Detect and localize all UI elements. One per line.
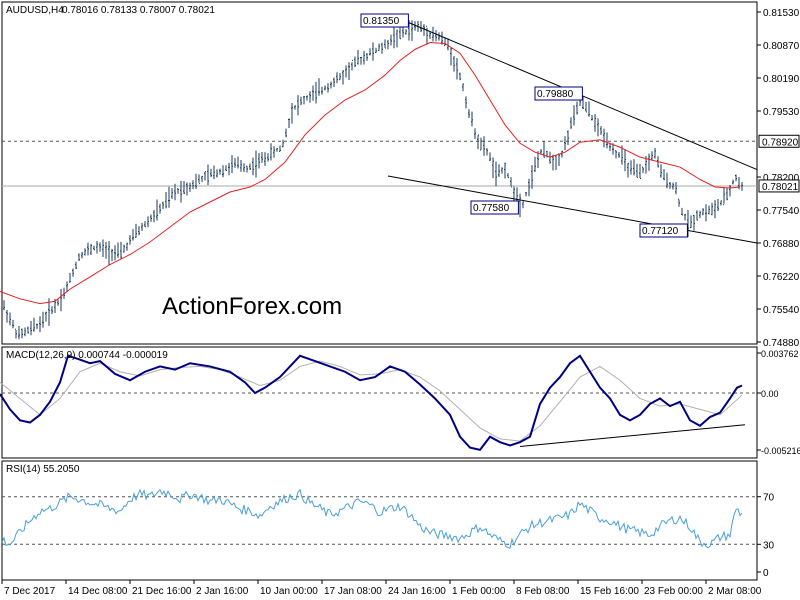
macd-signal-line [0, 360, 743, 442]
symbol-label: AUDUSD,H4 [6, 5, 64, 16]
label-high-2-box [534, 86, 583, 101]
watermark: ActionForex.com [162, 293, 342, 320]
macd-trendline [519, 424, 746, 448]
level-price-tag: 0.78920 [762, 137, 799, 148]
x-tick-label: 15 Feb 16:00 [580, 586, 639, 597]
price-tick-label: 0.76880 [763, 239, 800, 250]
label-high-2: 0.79880 [537, 89, 574, 100]
macd-tick-label: 0.00 [761, 389, 779, 399]
macd-title: MACD(12,26,9) 0.000744 -0.000019 [6, 350, 168, 361]
moving-average-line [0, 41, 741, 305]
x-tick-label: 2 Mar 08:00 [708, 586, 762, 597]
price-tick-label: 0.81530 [763, 8, 800, 19]
price-tick-label: 0.79530 [763, 107, 800, 118]
rsi-title: RSI(14) 55.2050 [6, 464, 80, 475]
x-tick-label: 2 Jan 16:00 [196, 586, 249, 597]
panel-frame-0 [1, 1, 758, 345]
price-tick-label: 0.77540 [763, 206, 800, 217]
rsi-tick-label: 70 [763, 493, 775, 504]
level-price-tag-tag [758, 134, 800, 148]
price-tick-label: 0.80870 [763, 41, 800, 52]
price-tick-label: 0.76220 [763, 272, 800, 283]
x-tick-label: 21 Dec 16:00 [132, 586, 192, 597]
current-price-tag-tag [758, 179, 800, 193]
x-tick-label: 1 Feb 00:00 [452, 586, 506, 597]
price-tick-label: 0.75540 [763, 305, 800, 316]
x-tick-label: 17 Jan 08:00 [324, 586, 382, 597]
label-low-2-box [639, 223, 688, 238]
x-tick-label: 7 Dec 2017 [4, 586, 56, 597]
label-high-1-box [360, 13, 409, 28]
x-tick-label: 10 Jan 00:00 [260, 586, 318, 597]
price-tick-label: 0.74880 [763, 338, 800, 349]
x-tick-label: 24 Jan 16:00 [388, 586, 446, 597]
macd-tick-label: -0.005216 [761, 446, 800, 456]
rsi-tick-label: 0 [763, 568, 769, 579]
price-tick-label: 0.80190 [763, 74, 800, 85]
label-low-2: 0.77120 [642, 226, 679, 237]
x-tick-label: 14 Dec 08:00 [68, 586, 128, 597]
macd-tick-label: 0.003762 [761, 349, 799, 359]
label-low-1: 0.77580 [473, 203, 510, 214]
rsi-tick-label: 30 [763, 540, 775, 551]
label-low-1-box [470, 200, 519, 215]
trendline-lower [387, 175, 758, 244]
ohlc-label: 0.78016 0.78133 0.78007 0.78021 [62, 5, 215, 16]
rsi-line [1, 488, 743, 550]
panel-frame-1 [1, 346, 758, 459]
x-tick-label: 8 Feb 08:00 [516, 586, 570, 597]
label-high-1: 0.81350 [363, 16, 400, 27]
macd-line [0, 354, 743, 451]
price-tick-label: 0.78200 [763, 173, 800, 184]
panel-frame-2 [1, 460, 758, 581]
x-tick-label: 23 Feb 00:00 [644, 586, 703, 597]
current-price-tag: 0.78021 [762, 182, 799, 193]
